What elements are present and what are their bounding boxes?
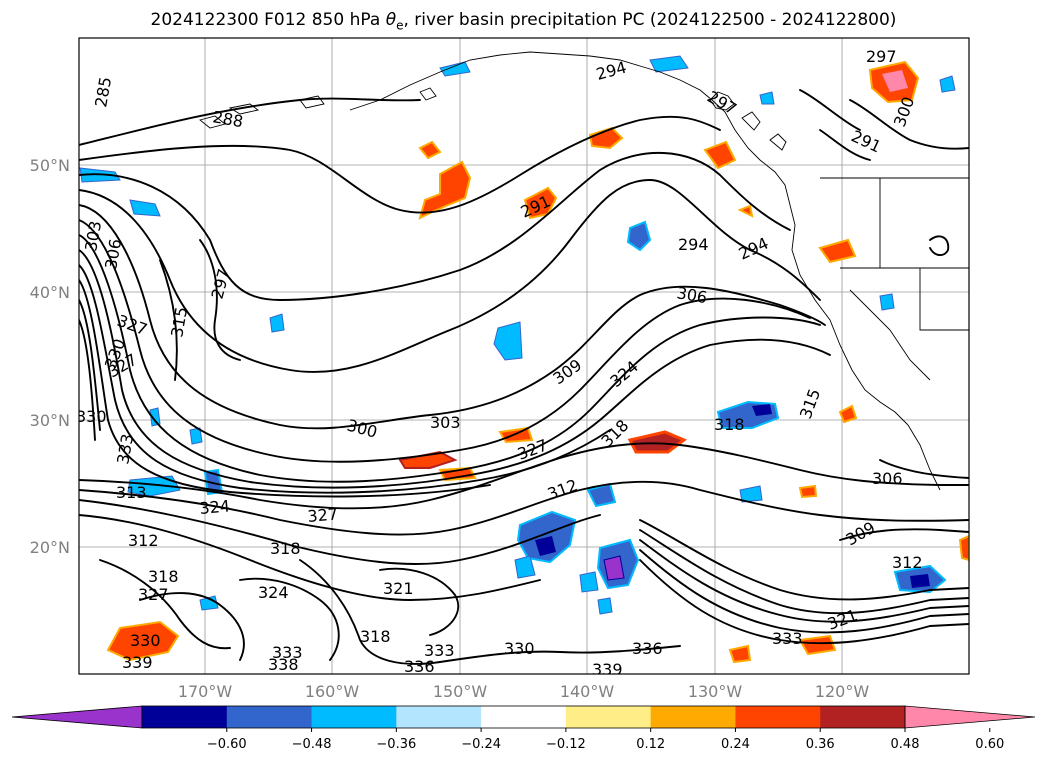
lat-labels: 50°N 40°N 30°N 20°N bbox=[30, 156, 70, 557]
graticule bbox=[79, 38, 969, 674]
colorbar-swatch bbox=[735, 706, 821, 728]
contour-label: 318 bbox=[148, 567, 179, 586]
contour-label: 303 bbox=[81, 219, 105, 252]
contour-label: 312 bbox=[892, 553, 923, 572]
contour-label: 294 bbox=[678, 235, 709, 254]
contour-label: 297 bbox=[208, 267, 234, 301]
colorbar-tick-label: −0.60 bbox=[207, 737, 247, 752]
contour-label: 327 bbox=[115, 311, 150, 339]
map-frame bbox=[78, 37, 970, 675]
contour-label: 339 bbox=[592, 660, 623, 679]
contour-label: 318 bbox=[714, 415, 745, 434]
colorbar-swatch bbox=[481, 706, 567, 728]
contour-label: 312 bbox=[545, 475, 580, 503]
colorbar-tick-label: 0.24 bbox=[721, 737, 750, 752]
colorbar-swatch bbox=[565, 706, 652, 728]
contour-label: 306 bbox=[101, 237, 125, 270]
colorbar-tick-label: −0.48 bbox=[292, 737, 332, 752]
contour-label: 339 bbox=[122, 653, 153, 672]
map-title: 2024122300 F012 850 hPa θe, river basin … bbox=[150, 10, 897, 33]
contour-label: 327 bbox=[138, 585, 169, 604]
contour-label: 285 bbox=[91, 75, 115, 108]
contour-label: 312 bbox=[128, 531, 159, 550]
contour-label: 321 bbox=[383, 579, 414, 598]
contour-label: 288 bbox=[211, 107, 244, 131]
contour-label: 294 bbox=[594, 58, 628, 84]
colorbar-extend-high bbox=[904, 705, 1036, 729]
colorbar-swatch bbox=[396, 706, 482, 728]
lat-label: 30°N bbox=[30, 411, 70, 430]
contour-label: 291 bbox=[848, 126, 884, 156]
lat-label: 20°N bbox=[30, 538, 70, 557]
contour-label: 333 bbox=[424, 641, 455, 660]
theta-e-contours bbox=[79, 89, 969, 665]
contour-label: 330 bbox=[130, 631, 161, 650]
contour-label: 324 bbox=[258, 583, 289, 602]
colorbar-tick-label: 0.48 bbox=[891, 737, 920, 752]
contour-label: 309 bbox=[843, 518, 879, 550]
contour-label: 336 bbox=[404, 657, 435, 676]
colorbar-tick-label: −0.36 bbox=[376, 737, 416, 752]
lon-labels: 170°W 160°W 150°W 140°W 130°W 120°W bbox=[178, 682, 870, 701]
lon-label: 140°W bbox=[560, 682, 615, 701]
colorbar-swatch bbox=[650, 706, 736, 728]
contour-label: 294 bbox=[736, 233, 772, 263]
precip-shading bbox=[79, 55, 969, 664]
contour-label: 318 bbox=[360, 627, 391, 646]
colorbar-tick-label: −0.24 bbox=[461, 737, 501, 752]
colorbar-tick-label: 0.36 bbox=[806, 737, 835, 752]
contour-label: 318 bbox=[270, 539, 301, 558]
colorbar-frame bbox=[141, 705, 906, 729]
contour-label: 330 bbox=[76, 407, 107, 426]
contour-label: 327 bbox=[307, 504, 339, 526]
colorbar-swatch bbox=[820, 706, 906, 728]
colorbar-tick-label: 0.12 bbox=[636, 737, 665, 752]
lat-label: 50°N bbox=[30, 156, 70, 175]
map-panel: 285 288 294 297 297 291 300 303 306 327 … bbox=[76, 38, 969, 679]
colorbar-swatch bbox=[142, 706, 228, 728]
contour-label: 300 bbox=[345, 416, 379, 442]
colorbar-tick-label: −0.12 bbox=[546, 737, 586, 752]
lon-label: 150°W bbox=[433, 682, 488, 701]
contour-label: 315 bbox=[167, 305, 191, 338]
contour-label: 297 bbox=[704, 87, 740, 119]
lon-label: 170°W bbox=[178, 682, 233, 701]
contour-label: 330 bbox=[504, 639, 535, 658]
lon-label: 160°W bbox=[305, 682, 360, 701]
colorbar: −0.60 −0.48 −0.36 −0.24 −0.12 0.12 0.24 0.36 0.4… bbox=[11, 705, 1036, 752]
contour-label: 338 bbox=[268, 655, 299, 674]
contour-label: 306 bbox=[872, 469, 903, 488]
colorbar-swatch bbox=[311, 706, 397, 728]
contour-label: 303 bbox=[430, 413, 461, 432]
lon-label: 120°W bbox=[815, 682, 870, 701]
colorbar-tick-label: 0.60 bbox=[975, 737, 1004, 752]
colorbar-swatch bbox=[226, 706, 313, 728]
contour-labels: 285 288 294 297 297 291 300 303 306 327 … bbox=[76, 47, 923, 679]
contour-label: 315 bbox=[796, 386, 824, 421]
contour-label: 318 bbox=[597, 416, 632, 451]
contour-label: 321 bbox=[825, 605, 860, 633]
colorbar-extend-low bbox=[11, 705, 143, 729]
contour-label: 313 bbox=[116, 483, 147, 502]
contour-label: 306 bbox=[675, 283, 708, 307]
coastlines bbox=[199, 51, 969, 491]
contour-label: 333 bbox=[772, 629, 803, 648]
contour-label: 324 bbox=[199, 496, 231, 518]
contour-label: 297 bbox=[866, 47, 897, 66]
lat-label: 40°N bbox=[30, 283, 70, 302]
lon-label: 130°W bbox=[688, 682, 743, 701]
contour-label: 333 bbox=[272, 643, 303, 662]
contour-label: 336 bbox=[632, 639, 663, 658]
contour-label: 309 bbox=[549, 355, 585, 388]
